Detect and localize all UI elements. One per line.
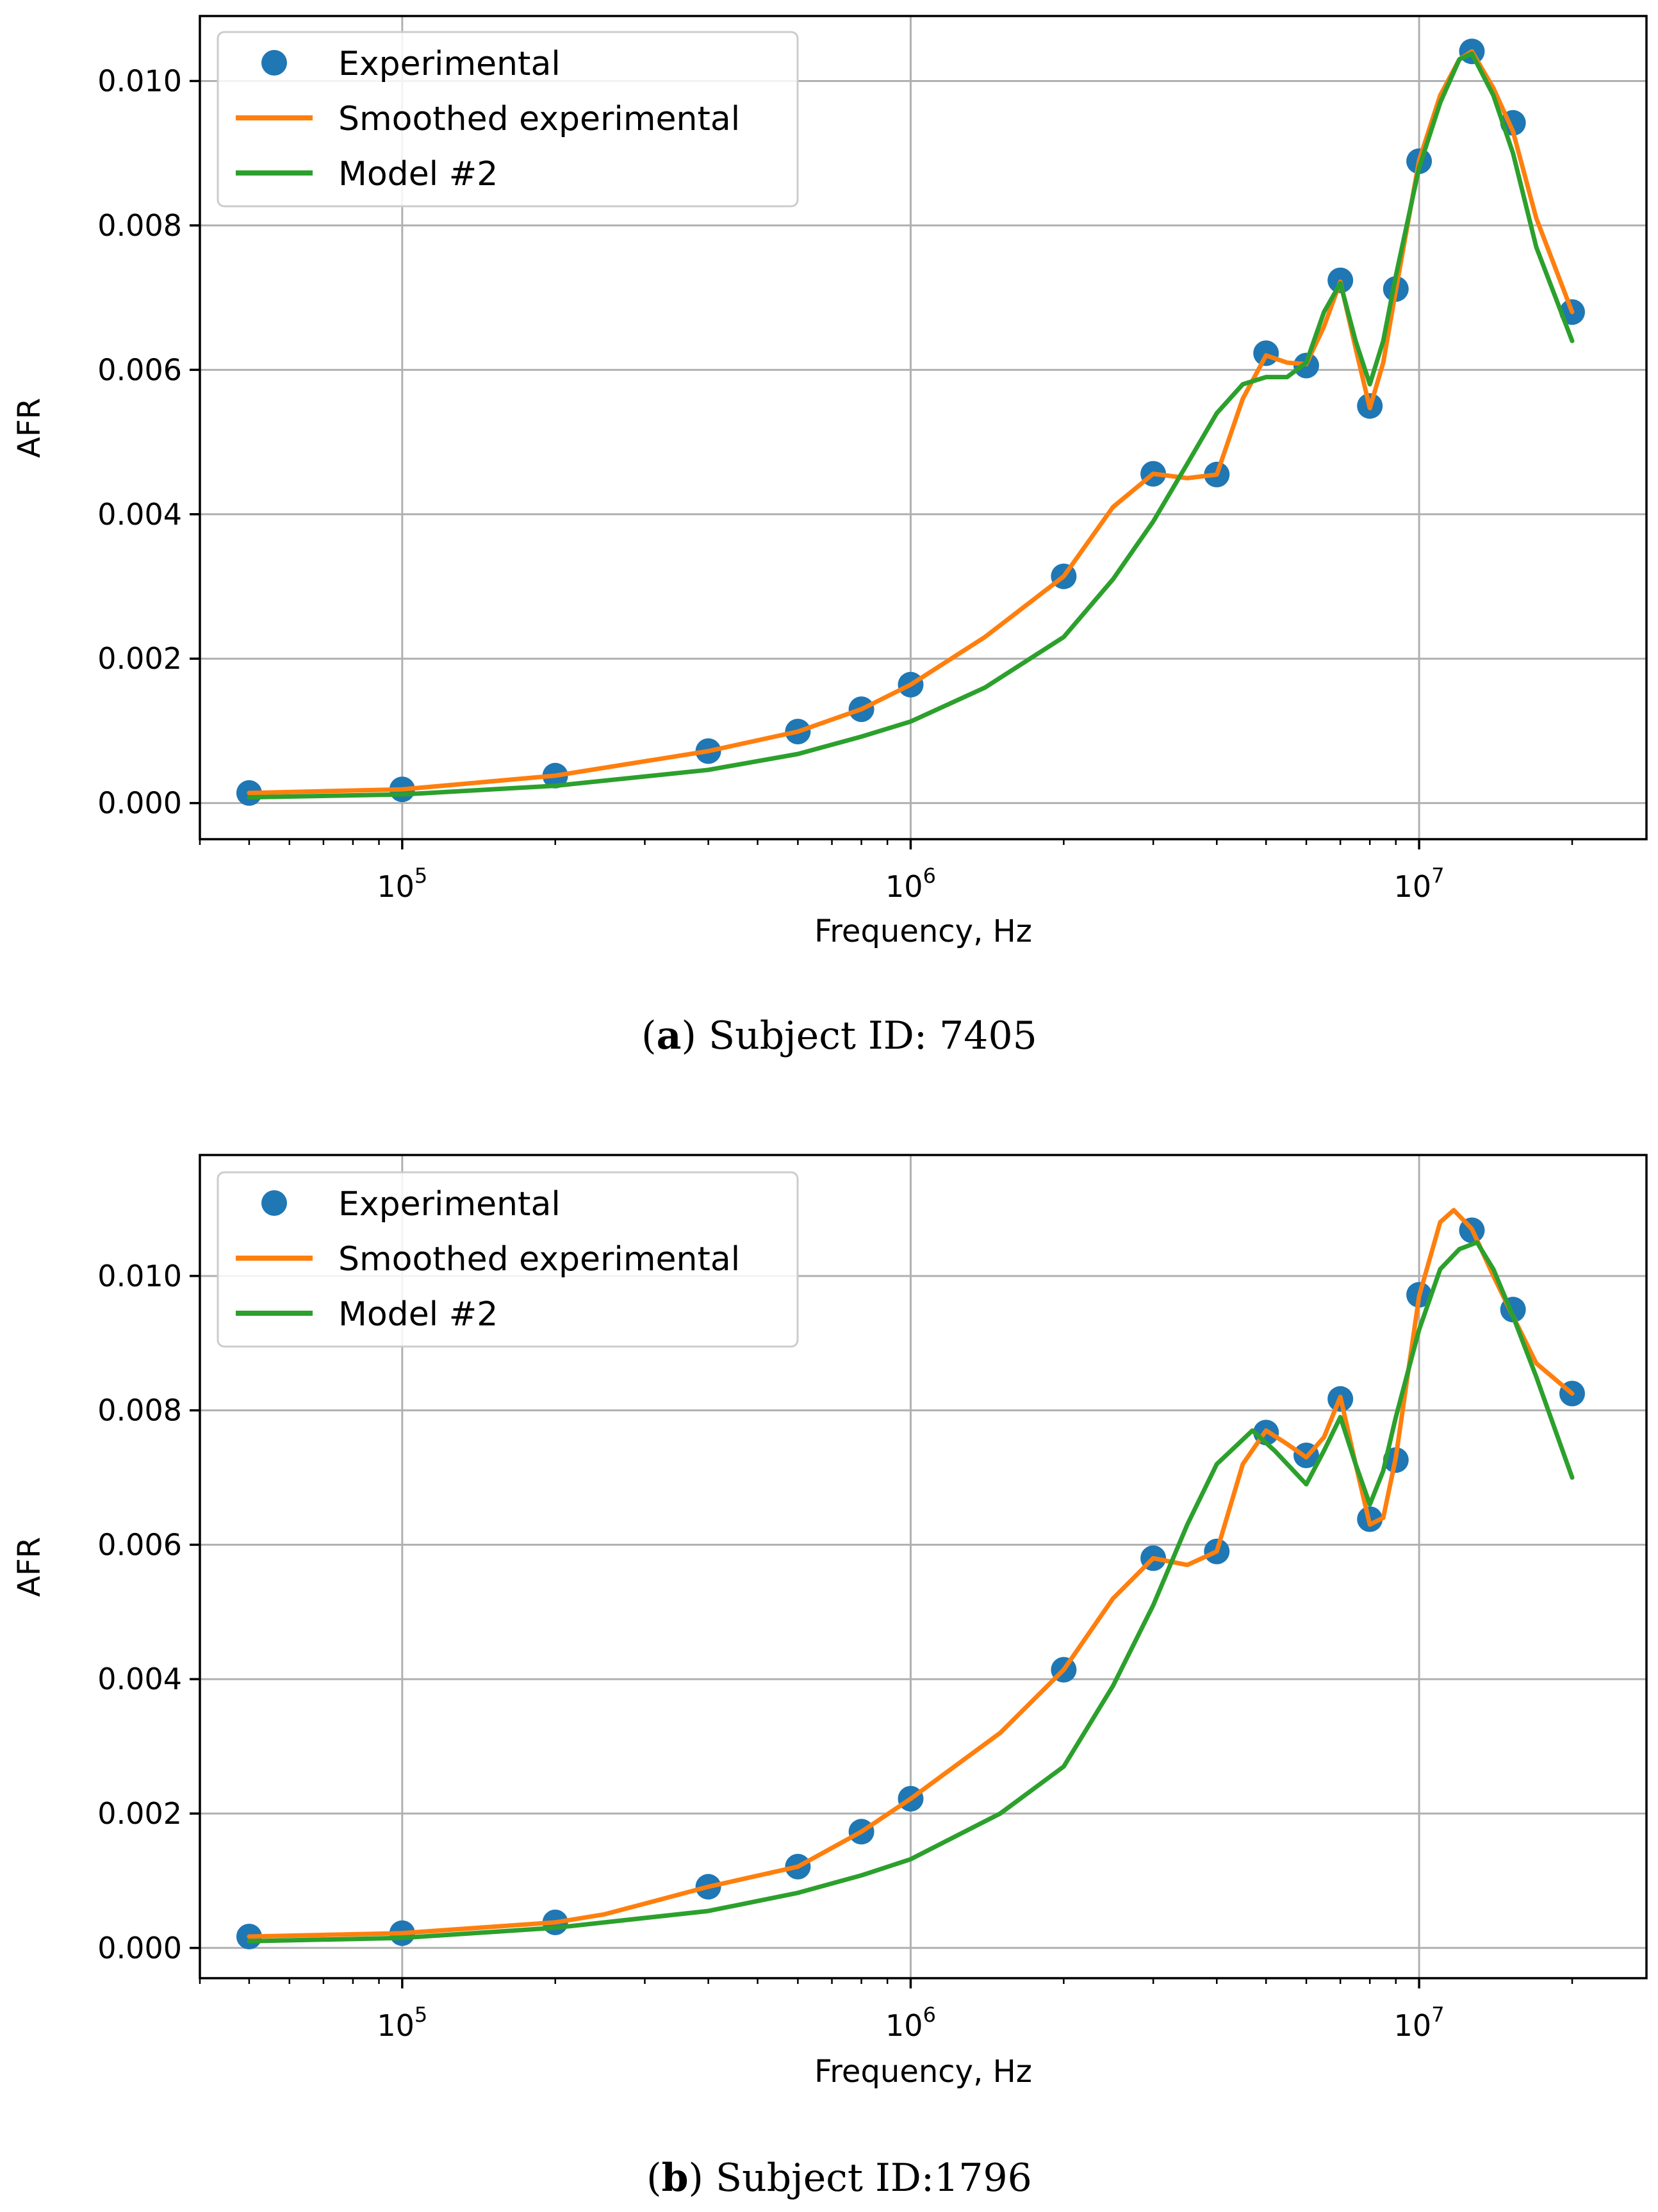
chart-a-legend-box: [217, 31, 799, 208]
chart-a-legend-label-smoothed: Smoothed experimental: [338, 100, 740, 138]
chart-b-ytick-label: 0.004: [97, 1662, 182, 1696]
chart-b-ytick-label: 0.010: [97, 1259, 182, 1293]
chart-b-ytick-label: 0.008: [97, 1393, 182, 1428]
chart-a-ytick-label: 0.006: [97, 352, 182, 387]
chart-a-ytick-label: 0.004: [97, 497, 182, 532]
chart-a-y-tick-labels: 0.000 0.002 0.004 0.006 0.008 0.010: [97, 63, 182, 820]
chart-a-ytick-label: 0.000: [97, 786, 182, 821]
chart-b-legend-marker-experimental: [261, 1190, 287, 1216]
chart-b-xtick-label: 105: [377, 2003, 427, 2043]
chart-a-legend-label-experimental: Experimental: [338, 45, 561, 83]
chart-a-ticks: [190, 79, 1573, 849]
chart-b-legend-box: [217, 1171, 799, 1348]
chart-b-ytick-label: 0.006: [97, 1527, 182, 1562]
chart-a-ytick-label: 0.008: [97, 208, 182, 243]
chart-a-legend: Experimental Smoothed experimental Model…: [217, 31, 799, 208]
chart-b-series-lines: [247, 1208, 1575, 1944]
chart-a-ytick-label: 0.002: [97, 641, 182, 676]
chart-a-x-tick-labels: 105 106 107: [377, 864, 1444, 904]
chart-b-ticks: [190, 1275, 1573, 1988]
chart-b-legend-label-model: Model #2: [338, 1295, 498, 1334]
chart-b-legend-label-smoothed: Smoothed experimental: [338, 1240, 740, 1279]
chart-b-xtick-label: 107: [1394, 2003, 1445, 2043]
chart-b-legend-label-experimental: Experimental: [338, 1185, 561, 1224]
chart-b-ytick-label: 0.000: [97, 1931, 182, 1965]
chart-b-x-axis-label: Frequency, Hz: [814, 2054, 1032, 2090]
chart-a-series-line-model-2: [247, 51, 1575, 800]
chart-b-x-tick-labels: 105 106 107: [377, 2003, 1444, 2043]
chart-a-y-axis-label: AFR: [12, 398, 47, 458]
chart-b-xtick-label: 106: [885, 2003, 936, 2043]
chart-a-legend-label-model: Model #2: [338, 155, 498, 193]
chart-b-series-line-smoothed-experimental: [247, 1208, 1575, 1939]
chart-b-y-axis-label: AFR: [12, 1537, 47, 1597]
chart-b-caption: (b) Subject ID:1796: [646, 2156, 1032, 2200]
chart-a-caption: (a) Subject ID: 7405: [641, 1013, 1037, 1058]
chart-b-y-tick-labels: 0.000 0.002 0.004 0.006 0.008 0.010: [97, 1259, 182, 1965]
chart-a-series-lines: [247, 49, 1575, 800]
chart-a-x-axis-label: Frequency, Hz: [814, 913, 1032, 949]
chart-a-xtick-label: 106: [885, 864, 936, 904]
chart-panel-b: 0.000 0.002 0.004 0.006 0.008 0.010 105 …: [12, 1154, 1648, 2200]
chart-b-frame: [199, 1154, 1648, 1979]
chart-a-xtick-label: 107: [1394, 864, 1445, 904]
chart-a-legend-marker-experimental: [261, 50, 287, 76]
chart-a-ytick-label: 0.010: [97, 63, 182, 98]
chart-a-xtick-label: 105: [377, 864, 427, 904]
chart-b-ytick-label: 0.002: [97, 1796, 182, 1831]
chart-b-legend: Experimental Smoothed experimental Model…: [217, 1171, 799, 1348]
chart-panel-a: 0.000 0.002 0.004 0.006 0.008 0.010 105 …: [12, 15, 1648, 1058]
chart-a-frame: [199, 15, 1648, 840]
chart-b-series-line-model-2: [247, 1240, 1575, 1944]
